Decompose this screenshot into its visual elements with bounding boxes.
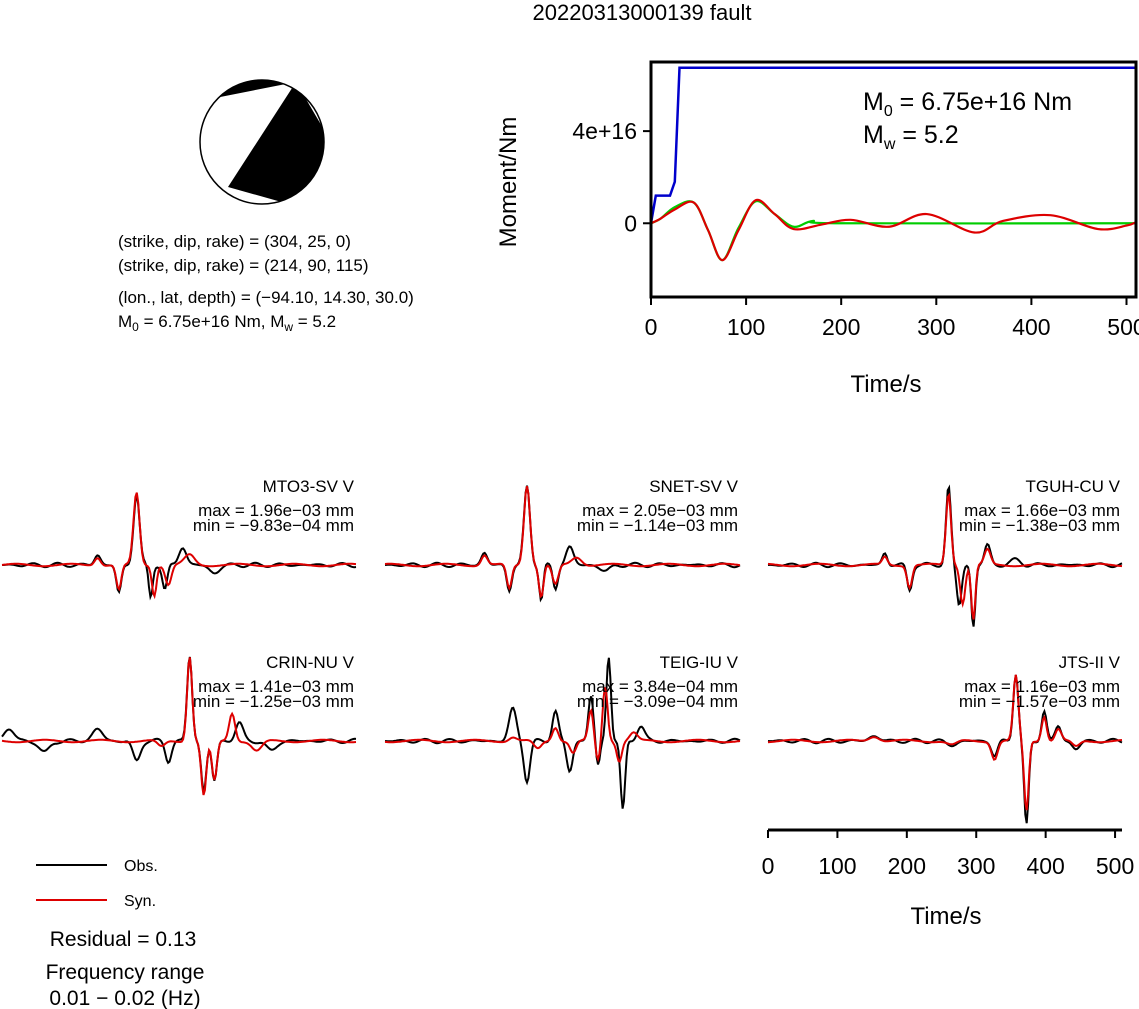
station-name: TEIG-IU V [660,653,739,672]
time-axis-tick-label: 300 [957,853,995,879]
location-line: (lon., lat, depth) = (−94.10, 14.30, 30.… [118,288,414,307]
time-axis-tick-label: 0 [762,853,775,879]
station-min: min = −1.25e−03 mm [193,692,354,711]
station-min: min = −1.57e−03 mm [959,692,1120,711]
legend-syn-label: Syn. [124,893,156,910]
moment-xtick-label: 200 [822,314,860,340]
moment-xtick-label: 400 [1012,314,1050,340]
moment-xlabel: Time/s [850,371,921,398]
synthetic-waveform [384,687,741,763]
station-name: TGUH-CU V [1026,477,1121,496]
synthetic-waveform [1,492,357,600]
waveform-xlabel: Time/s [910,903,981,930]
frequency-label: Frequency range [46,961,205,984]
magnitude-line: M0 = 6.75e+16 Nm, Mw = 5.2 [118,312,336,334]
moment-rate-chart: 0 100 200 300 400 500 0 4e+16 [572,60,1139,340]
station-name: MTO3-SV V [263,477,355,496]
moment-xtick-label: 500 [1107,314,1139,340]
moment-ytick-label: 0 [624,210,637,236]
synthetic-waveform [767,674,1123,811]
moment-xtick-label: 300 [917,314,955,340]
frequency-value: 0.01 − 0.02 (Hz) [49,987,200,1009]
station-min: min = −3.09e−04 mm [577,692,738,711]
station-max: max = 1.16e−03 mm [964,677,1120,696]
station-max: max = 1.41e−03 mm [198,677,354,696]
station-min: min = −1.14e−03 mm [577,516,738,535]
station-max: max = 1.96e−03 mm [198,501,354,520]
moment-series-cumulative [649,66,1136,224]
time-axis-tick-label: 500 [1096,853,1134,879]
mechanism-line-1: (strike, dip, rake) = (304, 25, 0) [118,232,351,251]
moment-annotation-mw: Mw = 5.2 [863,121,959,153]
synthetic-waveform [1,657,357,796]
station-max: max = 1.66e−03 mm [964,501,1120,520]
time-axis-tick-label: 400 [1026,853,1064,879]
time-axis-tick-label: 100 [818,853,856,879]
station-max: max = 3.84e−04 mm [582,677,738,696]
synthetic-waveform [384,486,741,599]
moment-xtick-label: 100 [727,314,765,340]
moment-rate-series-green [650,200,1137,262]
station-name: CRIN-NU V [266,653,354,672]
observed-waveform [1,656,357,792]
time-axis-tick-label: 200 [888,853,926,879]
moment-rate-series-red [650,198,1137,262]
figure-title: 20220313000139 fault [533,0,752,25]
moment-ytick-label: 4e+16 [572,118,637,144]
residual-text: Residual = 0.13 [50,928,197,951]
station-min: min = −1.38e−03 mm [959,516,1120,535]
legend-obs-label: Obs. [124,858,158,875]
moment-plot-frame [649,60,1138,299]
station-name: JTS-II V [1059,653,1121,672]
station-min: min = −9.83e−04 mm [193,516,354,535]
synthetic-waveform [767,492,1123,620]
moment-annotation-m0: M0 = 6.75e+16 Nm [863,88,1072,120]
mechanism-line-2: (strike, dip, rake) = (214, 90, 115) [118,256,369,275]
station-max: max = 2.05e−03 mm [582,501,738,520]
moment-ylabel: Moment/Nm [495,117,522,248]
moment-xtick-label: 0 [645,314,658,340]
station-name: SNET-SV V [649,477,738,496]
waveform-time-axis: 0 100 200 300 400 500 [762,828,1134,879]
beachball-icon [199,79,325,205]
